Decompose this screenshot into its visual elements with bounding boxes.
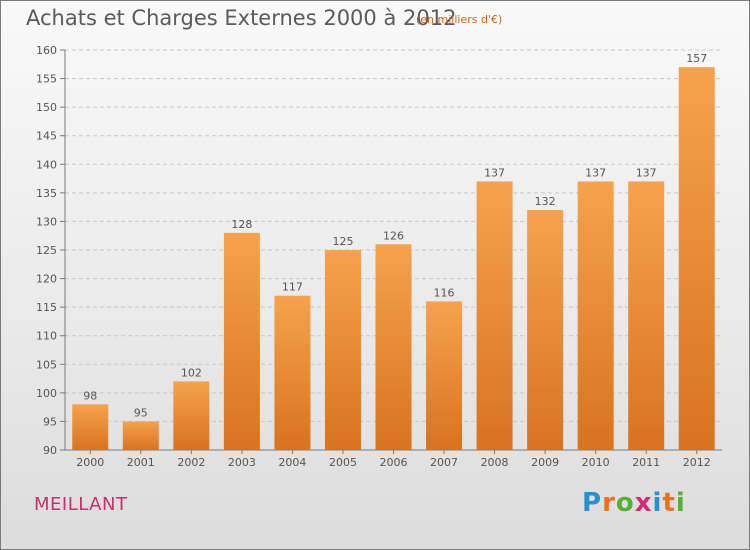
proxiti-logo: Proxiti bbox=[582, 488, 686, 518]
bar-2002 bbox=[173, 381, 210, 450]
y-tick-label: 155 bbox=[36, 73, 57, 86]
x-tick-label: 2008 bbox=[481, 456, 509, 469]
x-tick-label: 2005 bbox=[329, 456, 357, 469]
y-tick-label: 100 bbox=[36, 387, 57, 400]
data-label: 137 bbox=[636, 166, 657, 179]
x-tick-label: 2002 bbox=[177, 456, 205, 469]
x-tick-label: 2010 bbox=[582, 456, 610, 469]
bar-2005 bbox=[324, 250, 361, 450]
data-label: 137 bbox=[484, 166, 505, 179]
bar-2000 bbox=[72, 404, 109, 450]
y-tick-label: 125 bbox=[36, 244, 57, 257]
bar-2004 bbox=[274, 295, 311, 450]
bar-2009 bbox=[527, 210, 564, 450]
data-label: 102 bbox=[181, 366, 202, 379]
x-tick-label: 2006 bbox=[380, 456, 408, 469]
data-label: 157 bbox=[686, 52, 707, 65]
data-label: 116 bbox=[434, 286, 455, 299]
data-label: 132 bbox=[535, 195, 556, 208]
logo-letter: t bbox=[662, 488, 676, 518]
y-tick-label: 135 bbox=[36, 187, 57, 200]
x-tick-label: 2007 bbox=[430, 456, 458, 469]
x-tick-label: 2009 bbox=[531, 456, 559, 469]
y-tick-label: 145 bbox=[36, 130, 57, 143]
data-label: 128 bbox=[231, 218, 252, 231]
bar-2008 bbox=[476, 181, 513, 450]
y-tick-label: 95 bbox=[43, 415, 57, 428]
bar-2001 bbox=[122, 421, 159, 450]
bar-2003 bbox=[223, 232, 260, 450]
chart-subtitle: (en milliers d'€) bbox=[416, 13, 503, 26]
data-label: 137 bbox=[585, 166, 606, 179]
data-label: 125 bbox=[332, 235, 353, 248]
y-tick-label: 115 bbox=[36, 301, 57, 314]
logo-letter: i bbox=[652, 488, 663, 518]
data-label: 126 bbox=[383, 229, 404, 242]
x-tick-label: 2003 bbox=[228, 456, 256, 469]
x-tick-label: 2011 bbox=[632, 456, 660, 469]
x-tick-label: 2004 bbox=[278, 456, 306, 469]
y-tick-label: 130 bbox=[36, 215, 57, 228]
bar-2012 bbox=[678, 67, 715, 451]
y-tick-label: 105 bbox=[36, 358, 57, 371]
data-label: 117 bbox=[282, 281, 303, 294]
data-label: 95 bbox=[134, 406, 148, 419]
y-tick-label: 120 bbox=[36, 273, 57, 286]
bar-2010 bbox=[577, 181, 614, 450]
y-tick-label: 90 bbox=[43, 444, 57, 457]
x-tick-label: 2000 bbox=[76, 456, 104, 469]
chart-title: Achats et Charges Externes 2000 à 2012 bbox=[26, 6, 457, 30]
x-tick-label: 2012 bbox=[683, 456, 711, 469]
data-label: 98 bbox=[83, 389, 97, 402]
y-tick-label: 140 bbox=[36, 158, 57, 171]
y-tick-label: 150 bbox=[36, 101, 57, 114]
bar-2011 bbox=[628, 181, 665, 450]
logo-letter: r bbox=[602, 488, 616, 518]
commune-name: MEILLANT bbox=[34, 494, 128, 515]
bar-2007 bbox=[426, 301, 463, 450]
logo-letter: o bbox=[615, 488, 635, 518]
bar-2006 bbox=[375, 244, 412, 450]
logo-letter: i bbox=[675, 488, 686, 518]
logo-letter: x bbox=[634, 488, 653, 518]
y-tick-label: 110 bbox=[36, 330, 57, 343]
x-tick-label: 2001 bbox=[127, 456, 155, 469]
logo-letter: P bbox=[582, 488, 603, 518]
y-tick-label: 160 bbox=[36, 44, 57, 57]
